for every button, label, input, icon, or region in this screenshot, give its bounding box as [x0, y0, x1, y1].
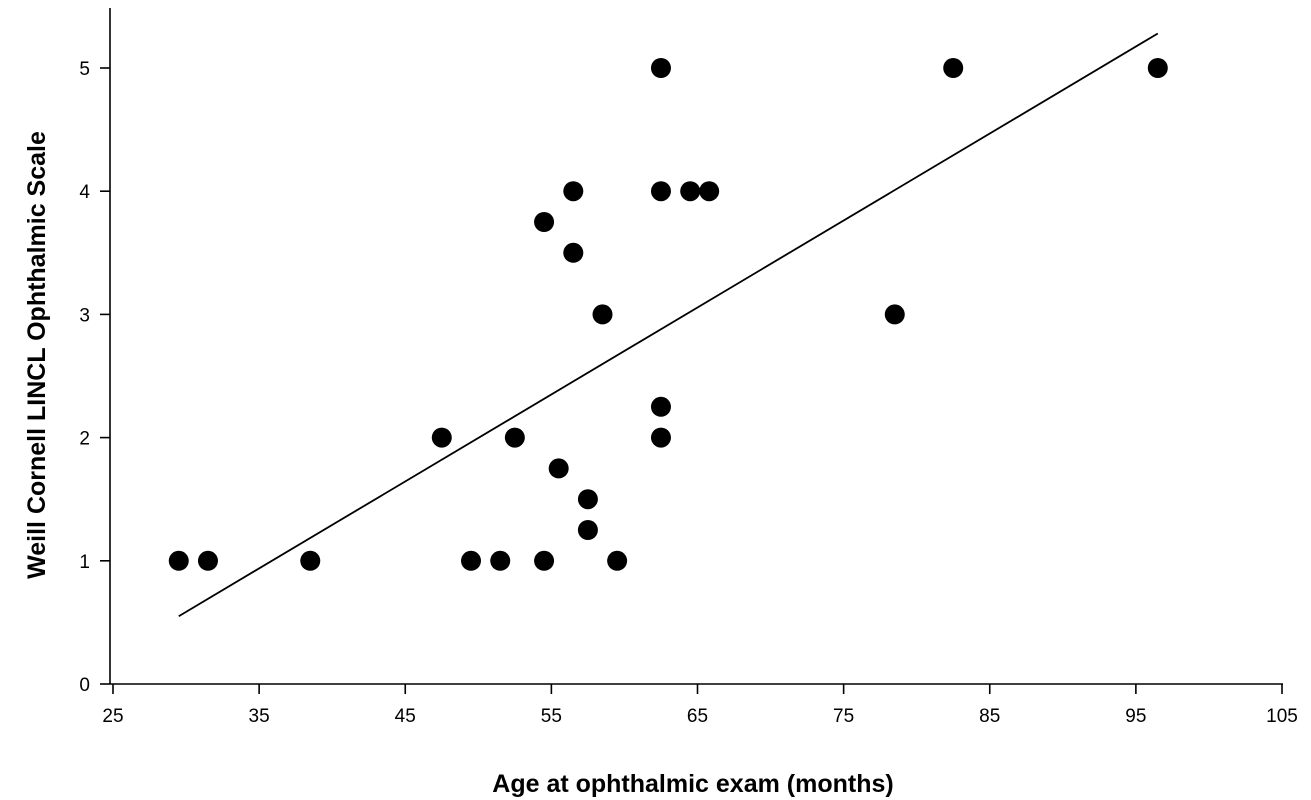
data-point — [943, 58, 964, 78]
data-points — [168, 58, 1168, 571]
y-tick-label: 3 — [79, 305, 90, 326]
data-point — [650, 427, 671, 448]
x-axis-title: Age at ophthalmic exam (months) — [492, 770, 893, 798]
data-point — [650, 181, 671, 202]
data-point — [577, 489, 598, 510]
y-axis-title: Weill Cornell LINCL Ophthalmic Scale — [23, 131, 51, 579]
data-point — [563, 242, 584, 263]
data-point — [650, 58, 671, 78]
data-point — [1147, 58, 1168, 78]
y-tick-label: 5 — [79, 59, 90, 80]
axes — [109, 8, 1283, 685]
x-ticks: 25 35 45 55 65 75 85 95 105 — [102, 684, 1298, 727]
y-tick-label: 4 — [79, 182, 90, 203]
x-tick-label: 85 — [979, 706, 1000, 727]
regression-line — [178, 32, 1159, 618]
y-tick-label: 2 — [79, 429, 90, 450]
data-point — [197, 550, 218, 571]
data-point — [461, 550, 482, 571]
y-tick-label: 0 — [79, 675, 90, 696]
data-point — [699, 181, 720, 202]
y-tick-label: 1 — [79, 552, 90, 573]
data-point — [534, 212, 555, 232]
data-point — [577, 520, 598, 540]
data-point — [490, 550, 511, 571]
trend-line-group — [178, 32, 1159, 618]
data-point — [534, 550, 555, 571]
data-point — [680, 181, 701, 202]
data-point — [168, 550, 189, 571]
data-point — [592, 304, 613, 325]
data-point — [650, 396, 671, 417]
x-tick-label: 75 — [833, 706, 854, 727]
x-tick-label: 55 — [541, 706, 562, 727]
x-tick-label: 105 — [1266, 706, 1298, 727]
data-point — [607, 550, 628, 571]
x-tick-label: 35 — [249, 706, 270, 727]
x-tick-label: 45 — [395, 706, 416, 727]
data-point — [548, 458, 569, 479]
data-point — [504, 427, 525, 448]
data-point — [884, 304, 905, 325]
data-point — [563, 181, 584, 202]
y-ticks: 0 1 2 3 4 5 — [79, 59, 110, 696]
x-tick-label: 25 — [102, 706, 123, 727]
data-point — [431, 427, 452, 448]
x-tick-label: 65 — [687, 706, 708, 727]
data-point — [300, 550, 321, 571]
x-tick-label: 95 — [1125, 706, 1146, 727]
